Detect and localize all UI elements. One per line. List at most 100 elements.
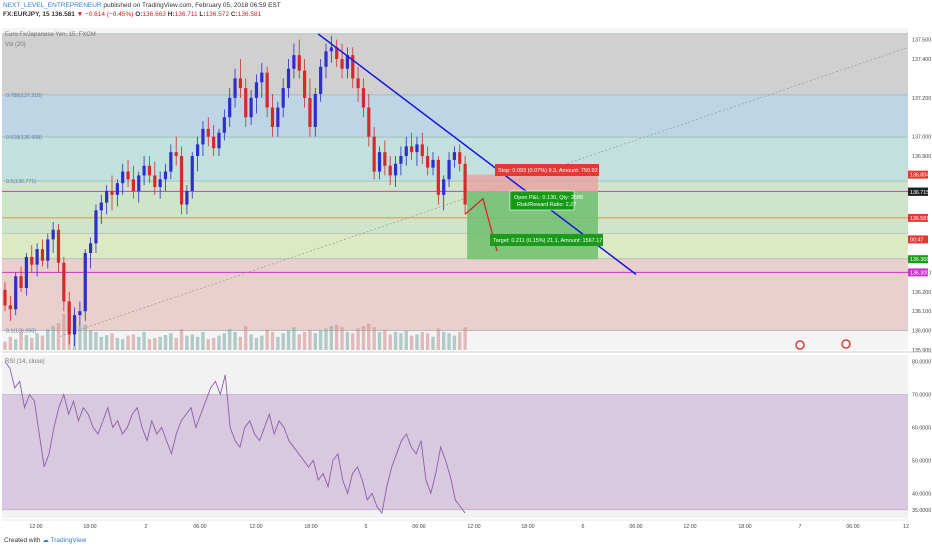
candle-body — [105, 190, 109, 203]
price-tag-label: 136.715 — [910, 190, 929, 196]
candle-body — [153, 175, 157, 188]
symbol-label: FX:EURJPY, 15 — [3, 11, 50, 18]
candle-body — [40, 249, 45, 261]
time-axis-label: 2 — [145, 524, 148, 530]
volume-bar — [276, 336, 280, 350]
candle-body — [206, 128, 210, 137]
volume-bar — [340, 327, 344, 350]
price-axis-label: 136.100 — [912, 309, 931, 315]
volume-bar — [51, 326, 55, 350]
candle-body — [377, 152, 382, 172]
candle-body — [367, 107, 371, 137]
candle-body — [67, 301, 71, 335]
fib-zone — [2, 233, 908, 259]
volume-bar — [94, 332, 98, 350]
volume-bar — [179, 329, 184, 350]
fib-level-label: 0.5(136.771) — [6, 179, 36, 185]
volume-bar — [265, 329, 269, 350]
time-axis-label: 18:00 — [304, 524, 317, 530]
candle-body — [292, 55, 296, 69]
candle-body — [142, 165, 146, 176]
volume-bar — [211, 338, 216, 350]
candle-body — [426, 156, 430, 168]
candle-body — [163, 171, 168, 180]
candle-body — [286, 68, 291, 89]
rsi-axis-background — [908, 355, 932, 518]
volume-bar — [415, 334, 419, 350]
candle-body — [458, 152, 462, 164]
event-flag-icon — [841, 339, 851, 349]
author-link[interactable]: NEXT_LEVEL_ENTREPRENEUR — [3, 2, 102, 9]
candle-body — [351, 55, 355, 79]
price-axis-label: 137.500 — [912, 38, 931, 44]
volume-bar — [452, 335, 457, 350]
volume-bar — [169, 333, 173, 350]
low-value: 136.572 — [205, 11, 230, 18]
time-axis-label: 06:00 — [629, 524, 642, 530]
candle-body — [319, 66, 323, 94]
target-label: Target: 0.211 (0.15%) 21.1, Amount: 1567… — [493, 238, 602, 244]
volume-bar — [292, 327, 296, 350]
time-axis-label: 12:00 — [683, 524, 696, 530]
candle-body — [372, 136, 376, 172]
volume-bar — [318, 330, 323, 350]
price-tag-box — [908, 170, 928, 179]
volume-bar — [308, 329, 312, 350]
price-tag-label: 136.804 — [910, 173, 929, 179]
dotted-trendline — [59, 47, 909, 337]
candle-body — [442, 179, 446, 195]
volume-bar — [14, 339, 18, 350]
candle-body — [399, 156, 403, 164]
candle-body — [56, 229, 61, 263]
candle-body — [383, 152, 387, 166]
candle-body — [308, 97, 312, 127]
volume-bar — [425, 333, 430, 350]
candle-body — [335, 47, 339, 60]
candle-body — [345, 55, 349, 69]
price-tag-label: 00:47 — [910, 237, 923, 243]
fib-zone — [2, 33, 908, 95]
candle-body — [190, 156, 194, 191]
candle-body — [131, 179, 135, 191]
candle-body — [3, 289, 7, 306]
volume-bar — [24, 335, 29, 350]
candle-body — [356, 78, 360, 89]
candle-body — [265, 72, 269, 108]
candle-body — [270, 107, 275, 127]
volume-bar — [254, 338, 259, 350]
candle-body — [217, 132, 221, 149]
time-axis-label: 18:00 — [521, 524, 534, 530]
volume-bar — [270, 332, 275, 350]
chart-canvas[interactable]: 0.786(137.215) 0.618(136.998) 0.5(136.771)… — [0, 0, 932, 535]
rsi-axis-label: 35.0000 — [912, 508, 931, 514]
volume-bar — [388, 334, 392, 350]
candle-body — [222, 117, 226, 133]
fib-level-label: 0.618(136.998) — [6, 135, 42, 141]
candle-body — [24, 256, 28, 288]
price-axis-label: 136.900 — [912, 154, 931, 160]
price-change: ▼ −0.614 (−0.45%) — [74, 11, 134, 18]
volume-bar — [19, 332, 23, 350]
rsi-axis-label: 50.0000 — [912, 458, 931, 464]
price-tag-label: 136.368 — [910, 257, 929, 263]
series-legend[interactable]: Euro Fx/Japanese Yen, 15, FXCM — [5, 32, 96, 38]
volume-bar — [420, 332, 424, 350]
volume-bar — [110, 333, 114, 350]
volume-bar — [115, 338, 120, 350]
volume-bar — [222, 333, 227, 350]
candle-body — [313, 93, 317, 127]
volume-bar — [313, 333, 317, 350]
last-price: 136.581 — [49, 11, 75, 18]
time-axis-label: 06:00 — [193, 524, 206, 530]
volume-bar — [335, 324, 339, 350]
volume-bar — [99, 336, 103, 350]
rsi-legend[interactable]: RSI (14, close) — [5, 359, 45, 365]
candle-body — [415, 144, 419, 153]
candle-body — [228, 97, 232, 118]
rsi-axis-label: 40.0000 — [912, 491, 931, 497]
volume-bar — [463, 327, 467, 350]
volume-legend[interactable]: Vol (20) — [5, 42, 26, 48]
tradingview-link[interactable]: TradingView — [50, 537, 87, 544]
candle-body — [233, 78, 237, 98]
candle-body — [83, 253, 87, 312]
